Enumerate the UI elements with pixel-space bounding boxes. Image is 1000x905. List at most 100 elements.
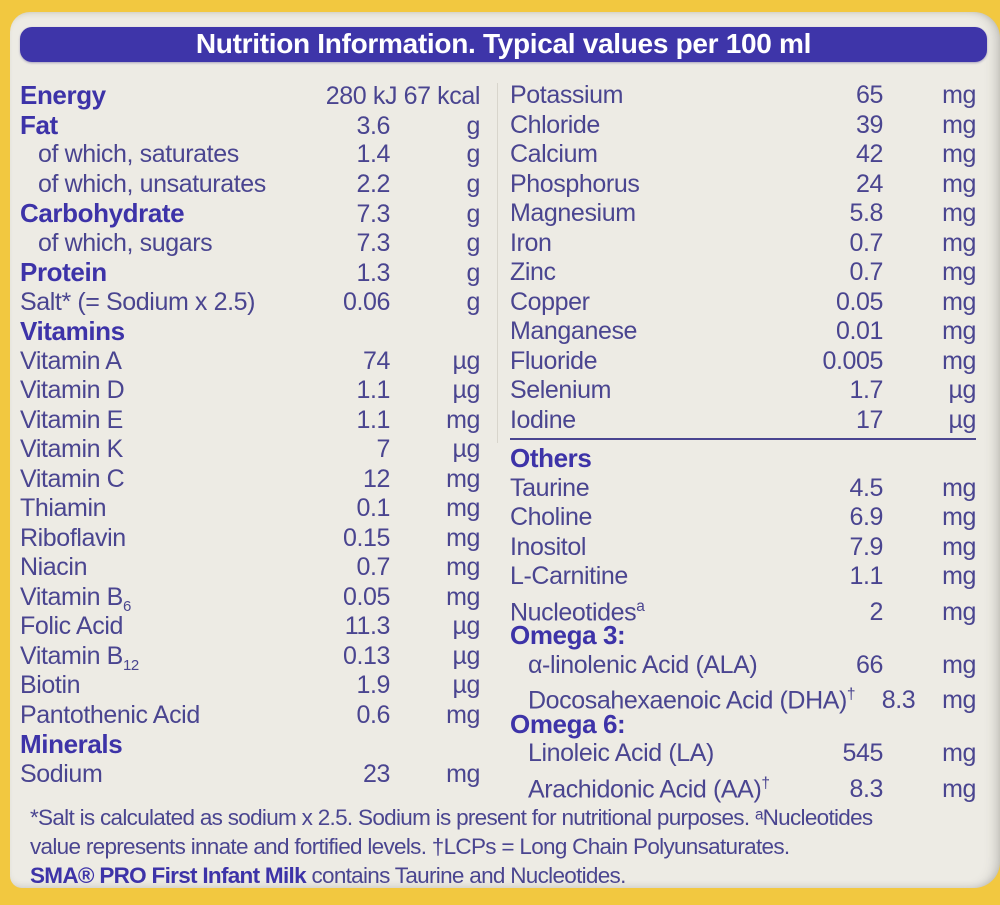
right-column: Potassium 65 mg Chloride 39 mg Calcium 42 mg Phos… <box>497 81 988 803</box>
nutrient-value: 1.9 <box>356 671 390 699</box>
nutrient-label: α-linolenic Acid (ALA) <box>528 650 758 679</box>
nutrient-value: 0.7 <box>849 228 883 257</box>
nutrient-value: 6.9 <box>849 503 883 531</box>
nutrient-row: Energy 280 kJ 67 kcal <box>20 80 481 111</box>
nutrient-value: 2 <box>869 597 883 626</box>
nutrient-label: L-Carnitine <box>510 562 628 590</box>
nutrient-row: Salt* (= Sodium x 2.5) 0.06 g <box>20 288 480 318</box>
product-name: SMA® PRO First Infant Milk <box>30 863 307 888</box>
nutrient-unit: mg <box>942 287 976 316</box>
nutrient-value: 1.3 <box>356 259 390 287</box>
nutrient-row: Manganese 0.01 mg <box>510 317 976 347</box>
nutrient-label: Docosahexaenoic Acid (DHA)† <box>528 686 856 715</box>
nutrient-unit: mg <box>942 228 976 257</box>
nutrient-value: 0.6 <box>356 700 390 729</box>
nutrient-row: Minerals <box>20 729 480 760</box>
nutrient-label: Niacin <box>20 553 88 581</box>
product-note: SMA® PRO First Infant Milk contains Taur… <box>30 861 1000 890</box>
nutrient-value: 7 <box>376 435 390 463</box>
nutrient-label: Vitamin C <box>20 464 125 493</box>
nutrient-unit: mg <box>446 494 480 522</box>
nutrient-unit: µg <box>452 641 480 670</box>
footnote-line-2: value represents innate and fortified le… <box>30 834 790 859</box>
nutrient-unit: µg <box>948 376 976 404</box>
nutrient-value: 2.2 <box>356 169 390 198</box>
nutrient-label: Vitamin B12 <box>20 641 139 674</box>
nutrient-row: Vitamin A 74 µg <box>20 347 480 377</box>
product-note-rest: contains Taurine and Nucleotides. <box>305 863 626 888</box>
nutrient-label: Nucleotidesa <box>510 597 645 626</box>
nutrient-row: Omega 3: <box>510 620 976 651</box>
nutrient-value: 0.7 <box>849 258 883 286</box>
nutrient-label: Iodine <box>510 405 576 434</box>
nutrient-unit: g <box>466 140 480 168</box>
nutrient-unit: mg <box>942 739 976 767</box>
nutrient-value: 0.1 <box>356 494 390 522</box>
nutrient-label: Folic Acid <box>20 612 123 640</box>
nutrient-label: Linoleic Acid (LA) <box>528 739 714 767</box>
nutrient-unit: mg <box>446 553 480 581</box>
nutrition-label-sheet: Nutrition Information. Typical values pe… <box>10 12 1000 888</box>
nutrient-row: Calcium 42 mg <box>510 140 976 170</box>
nutrient-label: Riboflavin <box>20 523 126 552</box>
nutrient-label: Phosphorus <box>510 169 640 198</box>
nutrient-value: 1.4 <box>356 140 390 168</box>
nutrient-label: Thiamin <box>20 494 107 522</box>
nutrient-row: Vitamin K 7 µg <box>20 435 480 465</box>
nutrient-row: L-Carnitine 1.1 mg <box>510 562 976 592</box>
nutrient-value: 0.15 <box>342 523 390 552</box>
nutrient-value: 0.13 <box>342 641 390 670</box>
nutrient-label: Sodium <box>20 759 103 788</box>
nutrient-value: 280 kJ 67 kcal <box>325 82 481 110</box>
nutrient-unit: mg <box>446 700 480 729</box>
nutrient-unit: mg <box>942 317 976 345</box>
nutrient-value: 66 <box>855 650 883 679</box>
nutrient-value: 0.7 <box>356 553 390 581</box>
nutrient-label: of which, unsaturates <box>38 169 266 198</box>
nutrient-row: Inositol 7.9 mg <box>510 533 976 563</box>
nutrient-value: 8.3 <box>881 686 916 715</box>
nutrient-label: Omega 3: <box>510 620 626 650</box>
nutrient-row: Linoleic Acid (LA) 545 mg <box>510 739 976 769</box>
nutrient-label: Potassium <box>510 81 624 109</box>
nutrient-row: Vitamin D 1.1 µg <box>20 376 480 406</box>
nutrient-label: Vitamin A <box>20 346 122 375</box>
nutrient-value: 5.8 <box>849 199 883 227</box>
nutrient-unit: g <box>466 259 480 287</box>
nutrient-value: 24 <box>855 169 883 198</box>
nutrient-row: α-linolenic Acid (ALA) 66 mg <box>510 651 976 681</box>
nutrient-label: Vitamin E <box>20 405 123 434</box>
nutrient-value: 0.005 <box>822 346 883 375</box>
nutrient-row: Vitamins <box>20 316 480 347</box>
nutrient-unit: mg <box>942 258 976 286</box>
nutrient-value: 12 <box>362 464 390 493</box>
footnote-line-1: *Salt is calculated as sodium x 2.5. Sod… <box>30 805 873 830</box>
nutrient-row: Nucleotidesa 2 mg <box>510 592 976 626</box>
nutrient-label: Vitamins <box>20 316 125 346</box>
nutrient-unit: mg <box>942 562 976 590</box>
nutrient-label: Salt* (= Sodium x 2.5) <box>20 287 256 316</box>
nutrient-label: Calcium <box>510 140 598 168</box>
nutrient-value: 7.3 <box>356 200 390 228</box>
nutrient-row: Others <box>510 443 976 474</box>
nutrient-unit: g <box>466 111 480 140</box>
nutrient-unit: g <box>466 287 480 316</box>
nutrient-unit: mg <box>942 346 976 375</box>
nutrient-row: Iodine 17 µg <box>510 406 976 436</box>
nutrient-label: Fluoride <box>510 346 598 375</box>
nutrient-label: Vitamin K <box>20 435 123 463</box>
nutrient-row: Copper 0.05 mg <box>510 288 976 318</box>
nutrient-unit: g <box>466 200 480 228</box>
nutrient-unit: mg <box>942 774 976 803</box>
nutrient-row: Potassium 65 mg <box>510 81 976 111</box>
nutrient-unit: mg <box>942 597 976 626</box>
nutrient-label: Protein <box>20 257 107 287</box>
nutrient-unit: mg <box>942 169 976 198</box>
nutrient-label: Carbohydrate <box>20 198 185 228</box>
nutrient-row: Riboflavin 0.15 mg <box>20 524 480 554</box>
nutrient-unit: mg <box>942 140 976 168</box>
nutrient-label: Choline <box>510 503 592 531</box>
nutrient-value: 0.01 <box>835 317 883 345</box>
nutrient-label: Inositol <box>510 532 587 561</box>
column-crease <box>497 83 498 443</box>
